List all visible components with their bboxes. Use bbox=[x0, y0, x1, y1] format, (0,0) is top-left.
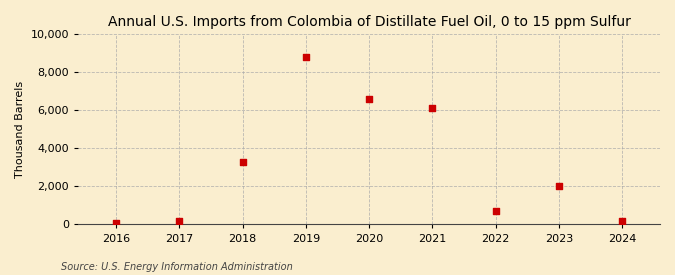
Title: Annual U.S. Imports from Colombia of Distillate Fuel Oil, 0 to 15 ppm Sulfur: Annual U.S. Imports from Colombia of Dis… bbox=[107, 15, 630, 29]
Point bbox=[427, 106, 437, 111]
Point bbox=[300, 55, 311, 59]
Point bbox=[364, 97, 375, 101]
Point bbox=[554, 184, 564, 189]
Point bbox=[490, 209, 501, 213]
Point bbox=[237, 160, 248, 164]
Text: Source: U.S. Energy Information Administration: Source: U.S. Energy Information Administ… bbox=[61, 262, 292, 272]
Point bbox=[111, 220, 122, 225]
Point bbox=[174, 218, 185, 223]
Point bbox=[617, 218, 628, 223]
Y-axis label: Thousand Barrels: Thousand Barrels bbox=[15, 81, 25, 178]
